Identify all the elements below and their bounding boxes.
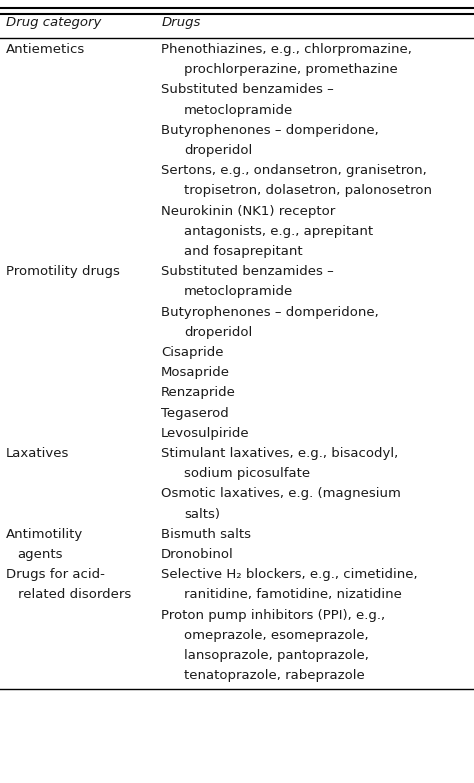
Text: Phenothiazines, e.g., chlorpromazine,: Phenothiazines, e.g., chlorpromazine, (161, 43, 412, 56)
Text: tropisetron, dolasetron, palonosetron: tropisetron, dolasetron, palonosetron (184, 184, 432, 197)
Text: droperidol: droperidol (184, 144, 252, 157)
Text: Levosulpiride: Levosulpiride (161, 427, 250, 440)
Text: related disorders: related disorders (18, 588, 131, 601)
Text: Osmotic laxatives, e.g. (magnesium: Osmotic laxatives, e.g. (magnesium (161, 487, 401, 500)
Text: Renzapride: Renzapride (161, 386, 236, 399)
Text: metoclopramide: metoclopramide (184, 103, 293, 117)
Text: Neurokinin (NK1) receptor: Neurokinin (NK1) receptor (161, 204, 336, 218)
Text: Laxatives: Laxatives (6, 447, 69, 460)
Text: sodium picosulfate: sodium picosulfate (184, 467, 310, 480)
Text: Dronobinol: Dronobinol (161, 548, 234, 561)
Text: tenatoprazole, rabeprazole: tenatoprazole, rabeprazole (184, 669, 365, 682)
Text: ranitidine, famotidine, nizatidine: ranitidine, famotidine, nizatidine (184, 588, 402, 601)
Text: Promotility drugs: Promotility drugs (6, 265, 119, 278)
Text: Bismuth salts: Bismuth salts (161, 528, 251, 541)
Text: Substituted benzamides –: Substituted benzamides – (161, 83, 334, 96)
Text: Sertons, e.g., ondansetron, granisetron,: Sertons, e.g., ondansetron, granisetron, (161, 164, 427, 177)
Text: Antimotility: Antimotility (6, 528, 83, 541)
Text: agents: agents (18, 548, 63, 561)
Text: antagonists, e.g., aprepitant: antagonists, e.g., aprepitant (184, 225, 373, 238)
Text: prochlorperazine, promethazine: prochlorperazine, promethazine (184, 63, 398, 76)
Text: omeprazole, esomeprazole,: omeprazole, esomeprazole, (184, 629, 369, 642)
Text: salts): salts) (184, 507, 220, 521)
Text: Mosapride: Mosapride (161, 366, 230, 379)
Text: Tegaserod: Tegaserod (161, 406, 229, 420)
Text: lansoprazole, pantoprazole,: lansoprazole, pantoprazole, (184, 649, 369, 662)
Text: Drug category: Drug category (6, 16, 101, 30)
Text: Stimulant laxatives, e.g., bisacodyl,: Stimulant laxatives, e.g., bisacodyl, (161, 447, 399, 460)
Text: droperidol: droperidol (184, 326, 252, 339)
Text: Butyrophenones – domperidone,: Butyrophenones – domperidone, (161, 305, 379, 319)
Text: Proton pump inhibitors (PPI), e.g.,: Proton pump inhibitors (PPI), e.g., (161, 608, 385, 622)
Text: and fosaprepitant: and fosaprepitant (184, 245, 302, 258)
Text: Cisapride: Cisapride (161, 346, 224, 359)
Text: Butyrophenones – domperidone,: Butyrophenones – domperidone, (161, 124, 379, 137)
Text: Substituted benzamides –: Substituted benzamides – (161, 265, 334, 278)
Text: Drugs for acid-: Drugs for acid- (6, 568, 105, 581)
Text: metoclopramide: metoclopramide (184, 285, 293, 298)
Text: Antiemetics: Antiemetics (6, 43, 85, 56)
Text: Drugs: Drugs (161, 16, 201, 30)
Text: Selective H₂ blockers, e.g., cimetidine,: Selective H₂ blockers, e.g., cimetidine, (161, 568, 418, 581)
